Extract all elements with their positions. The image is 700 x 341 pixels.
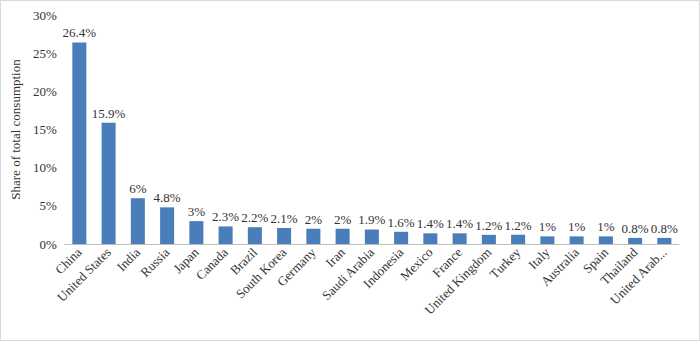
- svg-text:Italy: Italy: [525, 244, 553, 273]
- svg-text:0.8%: 0.8%: [622, 221, 649, 236]
- svg-text:Russia: Russia: [137, 245, 172, 280]
- svg-text:3%: 3%: [188, 204, 206, 219]
- svg-text:Spain: Spain: [579, 244, 612, 277]
- svg-text:10%: 10%: [33, 160, 57, 175]
- svg-text:1.2%: 1.2%: [475, 218, 502, 233]
- svg-text:1%: 1%: [539, 219, 557, 234]
- svg-text:India: India: [113, 244, 144, 275]
- svg-text:Mexico: Mexico: [397, 245, 436, 284]
- svg-text:Germany: Germany: [274, 244, 319, 289]
- svg-text:United States: United States: [54, 245, 114, 305]
- svg-text:2%: 2%: [334, 212, 352, 227]
- svg-text:20%: 20%: [33, 84, 57, 99]
- svg-text:Thailand: Thailand: [597, 244, 641, 288]
- svg-text:China: China: [52, 244, 85, 278]
- svg-text:30%: 30%: [33, 8, 57, 23]
- svg-text:26.4%: 26.4%: [63, 25, 97, 40]
- svg-text:1.4%: 1.4%: [417, 216, 444, 231]
- svg-text:0%: 0%: [39, 237, 57, 252]
- svg-text:1.2%: 1.2%: [505, 218, 532, 233]
- svg-text:6%: 6%: [129, 181, 147, 196]
- svg-text:United Kingdom: United Kingdom: [422, 245, 495, 318]
- svg-text:Canada: Canada: [193, 245, 231, 283]
- svg-text:15.9%: 15.9%: [92, 106, 126, 121]
- svg-text:Indonesia: Indonesia: [360, 245, 406, 291]
- svg-text:Brazil: Brazil: [227, 244, 261, 278]
- svg-text:1.9%: 1.9%: [358, 212, 385, 227]
- svg-text:1%: 1%: [568, 219, 586, 234]
- svg-text:4.8%: 4.8%: [154, 190, 181, 205]
- svg-text:South Korea: South Korea: [232, 244, 290, 302]
- svg-text:1.4%: 1.4%: [446, 216, 473, 231]
- svg-text:France: France: [429, 244, 465, 281]
- svg-text:0.8%: 0.8%: [651, 221, 678, 236]
- svg-text:2.3%: 2.3%: [212, 209, 239, 224]
- svg-text:Turkey: Turkey: [487, 244, 524, 281]
- svg-text:2.1%: 2.1%: [271, 211, 298, 226]
- svg-text:2%: 2%: [305, 212, 323, 227]
- svg-text:United Arab...: United Arab...: [607, 245, 670, 308]
- svg-text:2.2%: 2.2%: [241, 210, 268, 225]
- svg-text:Australia: Australia: [538, 245, 582, 289]
- svg-text:5%: 5%: [39, 198, 57, 213]
- svg-text:Japan: Japan: [170, 244, 202, 277]
- svg-text:Share of total consumption: Share of total consumption: [8, 59, 23, 200]
- svg-text:15%: 15%: [33, 122, 57, 137]
- svg-text:1.6%: 1.6%: [388, 215, 415, 230]
- svg-text:1%: 1%: [597, 219, 615, 234]
- svg-text:Iran: Iran: [322, 244, 348, 271]
- svg-text:Saudi Arabia: Saudi Arabia: [318, 244, 378, 303]
- svg-text:25%: 25%: [33, 46, 57, 61]
